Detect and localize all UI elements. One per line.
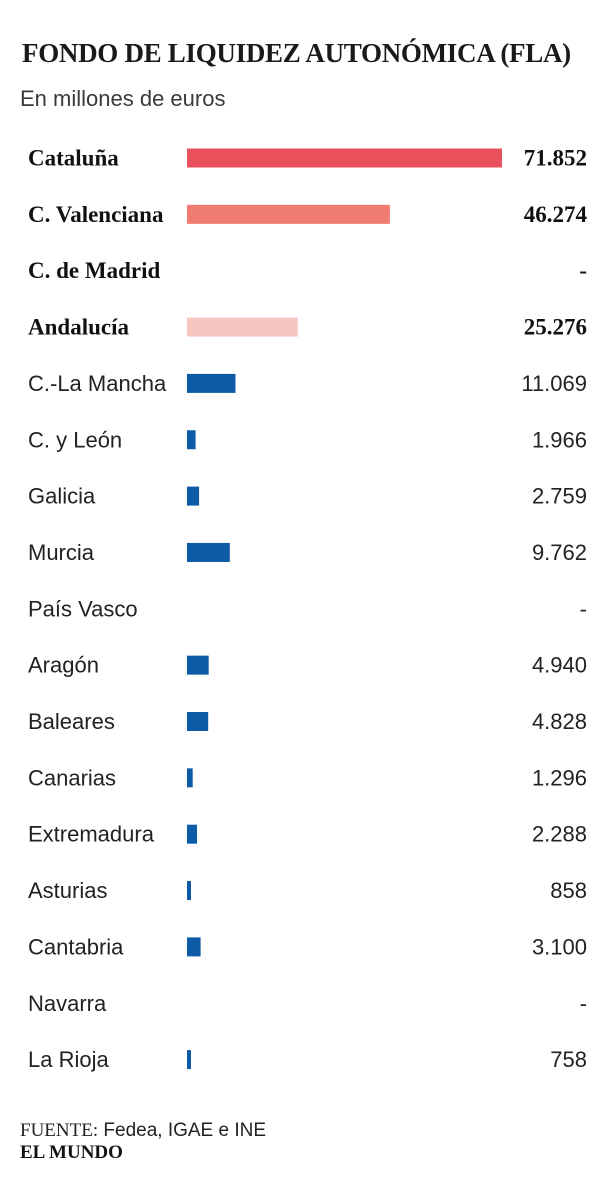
category-label: Extremadura [28,822,155,847]
category-label: Aragón [28,653,99,678]
value-label: 25.276 [524,315,587,340]
bar-row: Navarra - [28,991,587,1016]
bar-row: Cantabria 3.100 [28,934,587,959]
category-label: C.-La Mancha [28,371,167,396]
category-label: Galicia [28,484,96,509]
brand-logo: EL MUNDO [20,1142,123,1163]
bar [187,317,298,337]
category-label: C. de Madrid [28,258,160,283]
source-label: FUENTE: [20,1120,99,1141]
value-label: 1.966 [532,427,587,452]
value-label: 9.762 [532,540,587,565]
bar [187,937,201,957]
bar-row: Aragón 4.940 [28,653,587,678]
value-label: - [579,258,587,283]
bar [187,768,193,788]
value-label: 858 [550,878,587,903]
bar [187,712,209,731]
bar-row: Andalucía 25.276 [28,315,587,340]
category-label: Andalucía [28,315,129,340]
bar-row: Murcia 9.762 [28,540,587,565]
bar-row: C. Valenciana 46.274 [28,202,588,227]
bar-row: Asturias 858 [28,878,587,903]
bar [187,204,390,224]
chart-subtitle: En millones de euros [20,86,226,111]
bar-row: C. y León 1.966 [28,427,587,452]
source-note: FUENTE: Fedea, IGAE e INE [20,1120,266,1142]
value-label: 758 [550,1047,587,1072]
category-label: C. Valenciana [28,202,164,227]
value-label: 4.828 [532,709,587,734]
category-label: Canarias [28,765,116,790]
value-label: 2.288 [532,822,587,847]
category-label: Cataluña [28,146,119,171]
bar-row: C.-La Mancha 11.069 [28,371,587,396]
value-label: 2.759 [532,484,587,509]
category-label: Murcia [28,540,95,565]
bar-row: Baleares 4.828 [28,709,587,734]
source-text: Fedea, IGAE e INE [103,1120,267,1141]
bar [187,373,236,393]
value-label: 71.852 [524,146,587,171]
bar [187,655,209,675]
category-label: Navarra [28,991,107,1016]
chart-title: FONDO DE LIQUIDEZ AUTONÓMICA (FLA) [22,38,571,68]
category-label: La Rioja [28,1047,109,1072]
value-label: 11.069 [521,371,587,396]
bar-row: La Rioja 758 [28,1047,587,1072]
bar [187,881,191,901]
category-label: Asturias [28,878,107,903]
category-label: Baleares [28,709,115,734]
bar [187,824,197,844]
value-label: - [580,596,587,621]
bar [187,148,502,168]
value-label: 4.940 [532,653,587,678]
bar-row: País Vasco - [28,596,587,621]
category-label: C. y León [28,427,122,452]
bar [187,542,230,562]
bar-row: Cataluña 71.852 [28,146,587,171]
bar-row: Canarias 1.296 [28,765,587,790]
category-label: Cantabria [28,934,124,959]
bar-row: Galicia 2.759 [28,484,587,509]
value-label: 3.100 [532,934,587,959]
value-label: 1.296 [532,765,587,790]
category-label: País Vasco [28,596,138,621]
value-label: - [580,991,587,1016]
bar [187,430,196,450]
bar [187,486,200,506]
bar-row: Extremadura 2.288 [28,822,587,847]
bar-row: C. de Madrid - [28,258,587,283]
bar [187,1050,191,1070]
value-label: 46.274 [524,202,588,227]
